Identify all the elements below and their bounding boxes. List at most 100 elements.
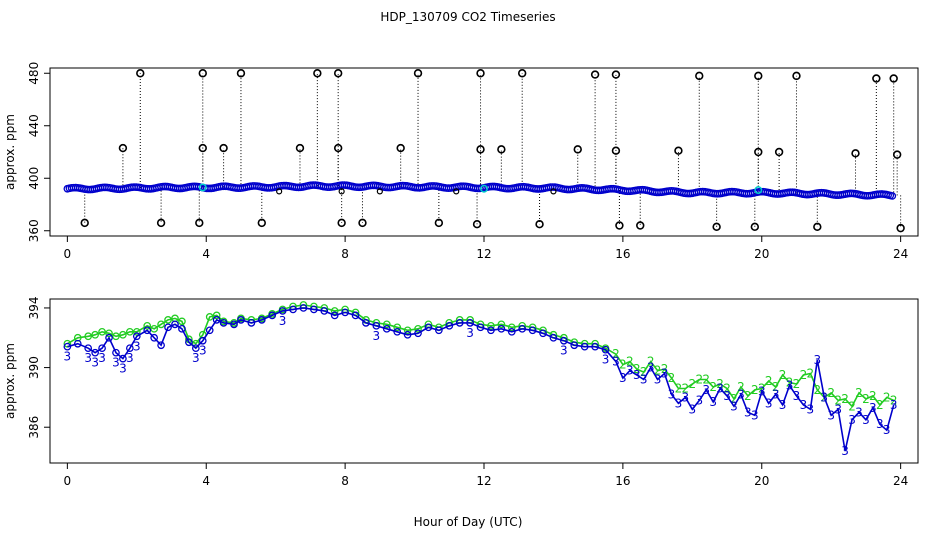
outlier-point: [476, 145, 485, 154]
series-point-2: [84, 332, 93, 341]
series-point-3: [570, 341, 579, 350]
series-label-3: 3: [820, 390, 828, 404]
series-label-3: 3: [855, 405, 863, 419]
series-label-3: 3: [619, 371, 627, 385]
outlier-point: [892, 150, 902, 159]
outlier-point: [712, 222, 721, 232]
y-tick-label: 440: [27, 114, 41, 137]
outlier-point: [896, 223, 905, 233]
series-label-2: 2: [876, 398, 884, 412]
series-label-3: 3: [84, 351, 92, 365]
outlier-point: [754, 71, 763, 81]
series-label-2: 2: [654, 364, 662, 378]
series-label-3: 3: [883, 423, 891, 437]
outlier-point: [851, 149, 860, 158]
series-label-3: 3: [876, 417, 884, 431]
series-point-2: [91, 330, 99, 339]
series-point-3: [150, 333, 159, 342]
outlier-point: [476, 69, 485, 78]
series-label-2: 2: [640, 365, 648, 379]
x-tick-label: 24: [893, 247, 908, 261]
outlier-point: [611, 146, 621, 155]
plot-frame: [49, 67, 919, 237]
outlier-point: [257, 218, 266, 228]
x-tick-label: 4: [202, 474, 210, 488]
series-label-3: 3: [91, 356, 99, 370]
y-tick-label: 394: [27, 296, 41, 319]
y-tick-label: 400: [27, 167, 41, 190]
series-point-3: [289, 305, 297, 314]
outlier-point: [396, 143, 405, 153]
series-label-3: 3: [793, 389, 801, 403]
x-tick-label: 16: [615, 247, 630, 261]
outlier-point: [472, 219, 482, 229]
series-label-3: 3: [862, 413, 870, 427]
outlier-point: [590, 70, 600, 79]
series-label-3: 3: [112, 356, 120, 370]
series-label-3: 3: [737, 387, 745, 401]
series-label-2: 2: [883, 390, 891, 404]
series-label-2: 2: [869, 389, 877, 403]
y-tick-label: 390: [27, 356, 41, 379]
series-label-2: 2: [626, 355, 634, 369]
series-point-2: [403, 326, 412, 335]
outlier-point: [195, 218, 204, 228]
series-label-3: 3: [807, 402, 815, 416]
outlier-point: [615, 221, 624, 230]
series-label-3: 3: [869, 401, 877, 415]
outlier-point: [889, 74, 898, 83]
y-axis-label: approx. ppm: [3, 343, 17, 419]
series-point-2: [98, 327, 106, 336]
outlier-point: [636, 221, 645, 230]
series-label-2: 2: [779, 368, 787, 382]
series-point-3: [247, 319, 256, 327]
series-label-3: 3: [800, 398, 808, 412]
series-label-2: 2: [612, 347, 620, 361]
series-point-2: [507, 323, 516, 332]
x-tick-label: 20: [754, 474, 769, 488]
x-tick-label: 4: [202, 247, 210, 261]
series-point-3: [198, 336, 207, 345]
series-label-2: 2: [730, 392, 738, 406]
small-marker: [376, 188, 383, 195]
series-label-3: 3: [841, 444, 849, 458]
series-label-3: 3: [192, 351, 200, 365]
outlier-point: [358, 218, 367, 228]
series-label-2: 2: [813, 383, 821, 397]
series-label-2: 2: [890, 393, 898, 407]
outlier-point: [434, 218, 444, 228]
outlier-point: [674, 146, 683, 155]
baseline-point: [888, 192, 897, 200]
series-point-2: [132, 327, 141, 336]
series-label-3: 3: [682, 390, 690, 404]
series-label-3: 3: [633, 368, 641, 382]
series-point-3: [518, 324, 527, 333]
series-label-3: 3: [466, 326, 474, 340]
series-point-2: [487, 321, 495, 330]
series-label-2: 2: [827, 386, 835, 400]
series-label-2: 2: [682, 381, 690, 395]
series-label-2: 2: [841, 392, 849, 406]
outlier-point: [80, 218, 89, 228]
series-label-2: 2: [786, 375, 794, 389]
outlier-point: [792, 71, 801, 81]
outlier-point: [337, 218, 346, 228]
series-label-2: 2: [619, 358, 627, 372]
series-point-3: [487, 326, 495, 335]
series-point-3: [455, 319, 464, 327]
series-label-3: 3: [688, 402, 696, 416]
series-line-3: [67, 307, 895, 452]
series-label-2: 2: [723, 381, 731, 395]
series-point-2: [119, 330, 127, 339]
outlier-point: [413, 69, 423, 78]
series-point-3: [445, 321, 454, 330]
series-label-3: 3: [626, 364, 634, 378]
x-tick-label: 12: [476, 247, 491, 261]
outlier-point: [497, 145, 506, 154]
series-label-3: 3: [126, 351, 134, 365]
series-label-2: 2: [716, 377, 724, 391]
series-point-3: [84, 344, 93, 353]
series-label-2: 2: [855, 386, 863, 400]
series-point-3: [507, 327, 516, 336]
series-point-3: [330, 311, 339, 320]
